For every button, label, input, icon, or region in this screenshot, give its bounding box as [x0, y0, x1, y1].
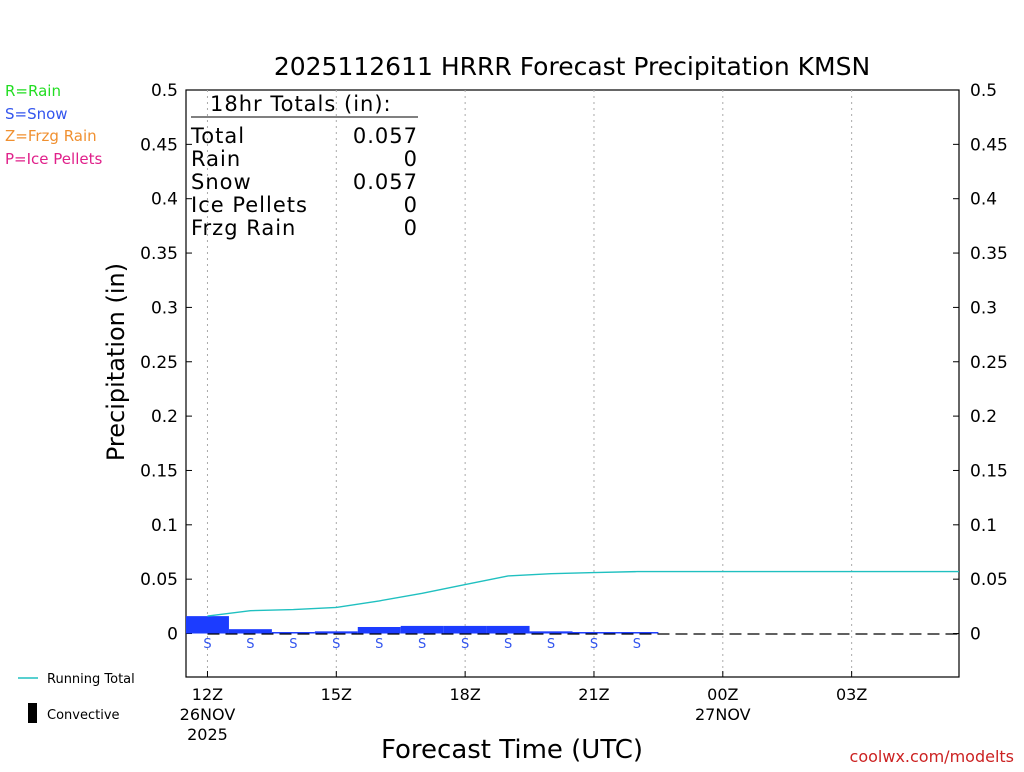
- x-tick-date-label: 27NOV: [695, 705, 751, 724]
- convective-legend-swatch: [28, 703, 37, 723]
- totals-row-label: Ice Pellets: [191, 193, 308, 217]
- precip-bar: [615, 632, 659, 634]
- y-tick-label-left: 0.1: [151, 516, 178, 536]
- totals-row-label: Snow: [191, 170, 252, 194]
- series-legend: Running Total Convective: [18, 672, 135, 723]
- precip-type-legend: R=Rain S=Snow Z=Frzg Rain P=Ice Pellets: [5, 82, 102, 168]
- y-tick-label-right: 0.3: [970, 298, 997, 318]
- x-tick-label: 18Z: [449, 685, 480, 704]
- precip-bar: [486, 625, 530, 634]
- y-tick-label-left: 0.15: [140, 461, 178, 481]
- y-tick-label-right: 0.5: [970, 81, 997, 101]
- y-tick-label-right: 0.25: [970, 353, 1008, 373]
- ptype-marker: S: [418, 637, 426, 652]
- legend-snow: S=Snow: [5, 105, 68, 123]
- x-axis-label: Forecast Time (UTC): [381, 735, 643, 765]
- x-tick-year-label: 2025: [187, 725, 228, 744]
- precip-bar: [228, 629, 272, 634]
- totals-row-value: 0: [404, 193, 418, 217]
- totals-row-label: Rain: [191, 147, 241, 171]
- running-total-legend-label: Running Total: [47, 672, 135, 687]
- totals-row-label: Frzg Rain: [191, 216, 296, 240]
- precip-bar: [271, 632, 315, 634]
- x-tick-label: 03Z: [836, 685, 867, 704]
- ptype-marker: S: [633, 637, 641, 652]
- precip-bar: [572, 632, 616, 634]
- legend-frzg-rain: Z=Frzg Rain: [5, 127, 97, 145]
- totals-row-value: 0.057: [353, 170, 418, 194]
- precip-bar: [529, 631, 573, 634]
- convective-legend-label: Convective: [47, 708, 120, 723]
- y-tick-label-left: 0.5: [151, 81, 178, 101]
- y-tick-label-right: 0.05: [970, 570, 1008, 590]
- totals-row-value: 0: [404, 216, 418, 240]
- credit-text: coolwx.com/modelts: [850, 747, 1014, 766]
- y-tick-label-left: 0.3: [151, 298, 178, 318]
- plot-area: 0 00.05 0.050.1 0.10.15 0.150.2 0.20.25 0.250.…: [140, 81, 1008, 744]
- y-tick-label-left: 0.35: [140, 244, 178, 264]
- x-tick-label: 00Z: [707, 685, 738, 704]
- y-tick-label-right: 0.45: [970, 135, 1008, 155]
- ptype-marker: S: [504, 637, 512, 652]
- precip-bar: [357, 626, 401, 634]
- y-tick-label-left: 0.45: [140, 135, 178, 155]
- plot-frame: [185, 89, 960, 678]
- ptype-marker: S: [246, 637, 254, 652]
- y-tick-label-right: 0.15: [970, 461, 1008, 481]
- legend-ice-pellets: P=Ice Pellets: [5, 150, 102, 168]
- y-tick-label-right: 0.4: [970, 190, 997, 210]
- y-tick-label-right: 0.2: [970, 407, 997, 427]
- y-tick-label-right: 0.1: [970, 516, 997, 536]
- x-tick-label: 21Z: [578, 685, 609, 704]
- y-tick-label-left: 0.05: [140, 570, 178, 590]
- x-tick-date-label: 26NOV: [180, 705, 236, 724]
- ptype-marker: S: [547, 637, 555, 652]
- x-tick-label: 12Z: [192, 685, 223, 704]
- x-tick-label: 15Z: [321, 685, 352, 704]
- precip-bar: [314, 631, 358, 634]
- ptype-marker: S: [203, 637, 211, 652]
- totals-row-label: Total: [190, 124, 245, 148]
- y-tick-label-left: 0.25: [140, 353, 178, 373]
- y-tick-label-right: 0: [970, 625, 981, 645]
- precip-bar: [400, 625, 444, 634]
- running-total-line: [207, 570, 959, 617]
- ptype-marker: S: [461, 637, 469, 652]
- y-tick-label-right: 0.35: [970, 244, 1008, 264]
- y-tick-label-left: 0: [167, 625, 178, 645]
- ptype-marker: S: [590, 637, 598, 652]
- totals-box-title: 18hr Totals (in):: [210, 92, 392, 116]
- legend-rain: R=Rain: [5, 82, 61, 100]
- precip-bar: [186, 616, 229, 634]
- ptype-marker: S: [375, 637, 383, 652]
- y-axis-label: Precipitation (in): [102, 263, 130, 461]
- ptype-marker: S: [289, 637, 297, 652]
- chart-title: 2025112611 HRRR Forecast Precipitation K…: [274, 52, 870, 81]
- y-tick-label-left: 0.2: [151, 407, 178, 427]
- totals-row-value: 0.057: [353, 124, 418, 148]
- y-tick-label-left: 0.4: [151, 190, 178, 210]
- totals-row-value: 0: [404, 147, 418, 171]
- precip-bar: [443, 625, 487, 634]
- ptype-marker: S: [332, 637, 340, 652]
